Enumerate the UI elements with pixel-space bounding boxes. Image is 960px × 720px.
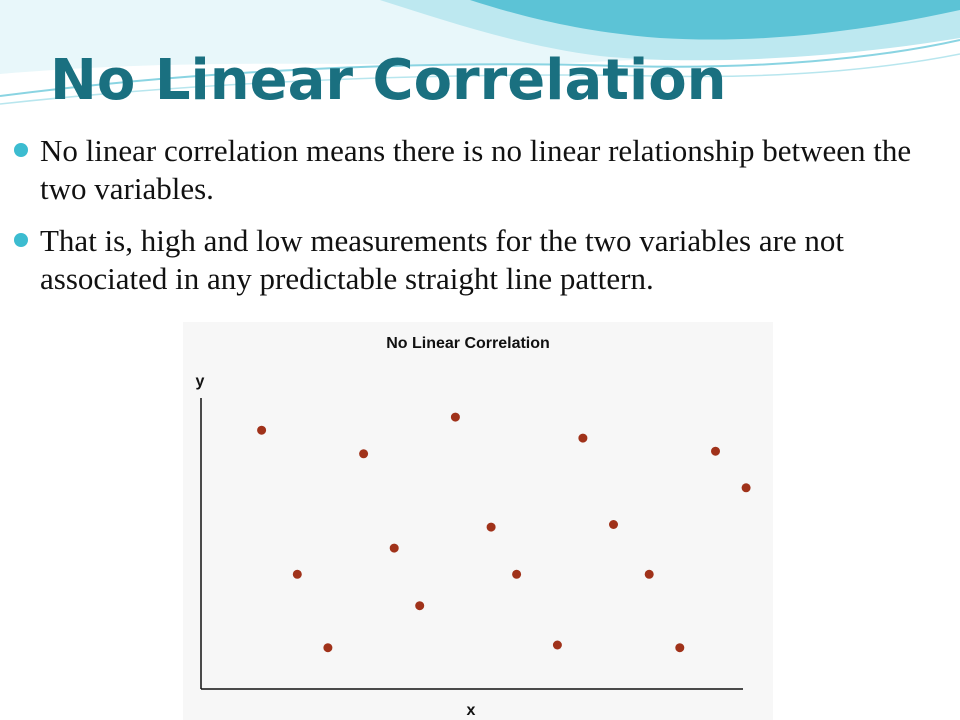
data-points: [257, 412, 751, 653]
data-point-5: [389, 543, 399, 553]
x-axis-label: x: [467, 702, 476, 719]
data-point-12: [609, 520, 618, 529]
bullet-item: No linear correlation means there is no …: [12, 132, 952, 208]
data-point-1: [257, 425, 267, 435]
data-point-10: [552, 640, 562, 650]
data-point-14: [675, 643, 685, 653]
chart-title: No Linear Correlation: [386, 335, 550, 352]
data-point-13: [644, 569, 654, 579]
data-point-7: [450, 412, 460, 422]
data-point-15: [711, 446, 720, 456]
bullet-dot-icon: [14, 143, 28, 157]
header-wave-decoration: [0, 0, 960, 105]
data-point-3: [323, 643, 333, 653]
bullet-text: That is, high and low measurements for t…: [40, 223, 845, 296]
bullet-item: That is, high and low measurements for t…: [12, 222, 952, 298]
bullet-list: No linear correlation means there is no …: [12, 132, 952, 312]
scatter-chart: No Linear Correlation y x: [183, 322, 773, 720]
data-point-2: [292, 569, 302, 579]
y-axis-label: y: [196, 373, 205, 390]
scatter-plot-svg: No Linear Correlation y x: [196, 335, 751, 719]
data-point-11: [578, 433, 588, 443]
data-point-8: [486, 522, 496, 532]
data-point-4: [359, 449, 369, 459]
data-point-9: [512, 569, 522, 579]
data-point-16: [741, 483, 751, 493]
bullet-dot-icon: [14, 233, 28, 247]
data-point-6: [415, 601, 425, 611]
bullet-text: No linear correlation means there is no …: [40, 133, 912, 206]
slide-title: No Linear Correlation: [50, 48, 727, 113]
